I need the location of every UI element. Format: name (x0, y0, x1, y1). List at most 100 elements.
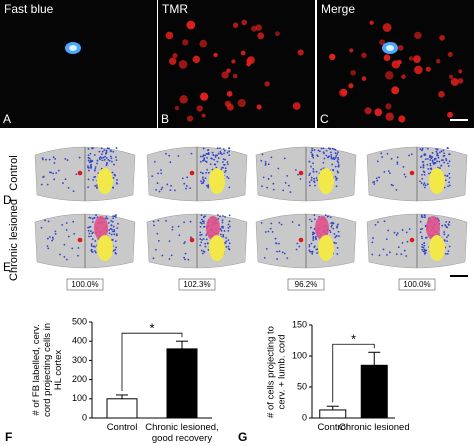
cell-dot (391, 60, 401, 69)
labelled-cell (405, 231, 408, 234)
panel-letter: C (320, 112, 329, 126)
labelled-cell (104, 155, 106, 158)
hl-area (209, 168, 225, 194)
labelled-cell (177, 155, 180, 157)
labelled-cell (169, 161, 172, 164)
labelled-cell (316, 154, 319, 157)
labelled-cell (404, 175, 407, 178)
labelled-cell (90, 235, 93, 238)
labelled-cell (199, 225, 202, 228)
labelled-cell (329, 231, 332, 234)
labelled-cell (421, 177, 424, 180)
labelled-cell (310, 226, 312, 229)
labelled-cell (336, 151, 339, 154)
labelled-cell (224, 242, 227, 244)
labelled-cell (111, 186, 114, 189)
labelled-cell (222, 161, 224, 163)
labelled-cell (443, 231, 446, 233)
labelled-cell (383, 220, 386, 223)
labelled-cell (220, 233, 222, 236)
labelled-cell (173, 189, 176, 192)
labelled-cell (216, 147, 219, 150)
labelled-cell (222, 233, 225, 236)
labelled-cell (440, 164, 443, 167)
labelled-cell (308, 160, 311, 163)
labelled-cell (319, 150, 321, 153)
labelled-cell (224, 167, 227, 170)
labelled-cell (101, 159, 104, 162)
labelled-cell (428, 172, 430, 175)
labelled-cell (286, 257, 289, 260)
labelled-cell (156, 232, 159, 235)
y-tick-label: 500 (72, 316, 87, 326)
labelled-cell (63, 243, 66, 246)
labelled-cell (109, 227, 112, 230)
labelled-cell (215, 166, 218, 169)
labelled-cell (420, 182, 423, 185)
labelled-cell (227, 226, 230, 229)
labelled-cell (214, 156, 217, 158)
labelled-cell (87, 186, 90, 189)
labelled-cell (89, 217, 92, 219)
labelled-cell (390, 183, 393, 186)
labelled-cell (397, 246, 400, 248)
labelled-cell (115, 156, 117, 159)
labelled-cell (160, 188, 163, 191)
labelled-cell (64, 178, 67, 181)
labelled-cell (184, 241, 186, 243)
labelled-cell (222, 227, 224, 229)
labelled-cell (295, 248, 298, 251)
labelled-cell (57, 169, 60, 172)
labelled-cell (395, 234, 398, 236)
labelled-cell (89, 164, 92, 167)
percent-box (398, 278, 436, 291)
labelled-cell (332, 168, 334, 171)
labelled-cell (113, 173, 116, 176)
labelled-cell (312, 171, 315, 173)
labelled-cell (225, 240, 228, 243)
labelled-cell (443, 152, 446, 155)
labelled-cell (107, 158, 110, 161)
labelled-cell (377, 221, 379, 224)
labelled-cell (325, 154, 328, 157)
labelled-cell (312, 237, 315, 240)
labelled-cell (228, 214, 231, 217)
bregma (409, 170, 415, 176)
labelled-cell (448, 224, 450, 226)
labelled-cell (157, 239, 160, 242)
bar (106, 398, 138, 419)
labelled-cell (421, 147, 424, 150)
percent-label: 96.2% (295, 280, 318, 289)
labelled-cell (108, 232, 111, 235)
labelled-cell (152, 220, 155, 223)
labelled-cell (430, 168, 433, 171)
labelled-cell (160, 169, 162, 171)
labelled-cell (44, 219, 46, 222)
labelled-cell (312, 154, 314, 157)
labelled-cell (276, 258, 279, 260)
labelled-cell (423, 242, 426, 244)
labelled-cell (334, 175, 337, 178)
labelled-cell (184, 258, 186, 261)
labelled-cell (206, 168, 209, 171)
labelled-cell (405, 255, 408, 257)
y-tick-label: 0 (302, 412, 307, 422)
labelled-cell (168, 258, 171, 260)
labelled-cell (276, 250, 279, 253)
labelled-cell (336, 153, 339, 155)
labelled-cell (428, 156, 431, 159)
significance-bracket (121, 332, 183, 391)
labelled-cell (228, 154, 231, 157)
cell-dot (385, 71, 394, 80)
labelled-cell (278, 242, 280, 245)
labelled-cell (216, 154, 218, 157)
labelled-cell (270, 156, 273, 159)
row-label: Control (8, 155, 20, 190)
labelled-cell (48, 236, 51, 238)
labelled-cell (54, 230, 57, 233)
labelled-cell (445, 158, 448, 160)
cell-dot (364, 107, 372, 115)
labelled-cell (103, 149, 106, 152)
labelled-cell (442, 155, 445, 158)
cell-dot (221, 71, 229, 79)
